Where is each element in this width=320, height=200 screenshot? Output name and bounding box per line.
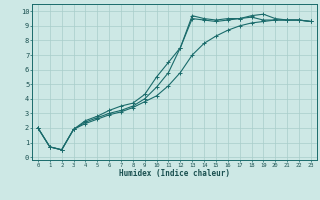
X-axis label: Humidex (Indice chaleur): Humidex (Indice chaleur): [119, 169, 230, 178]
